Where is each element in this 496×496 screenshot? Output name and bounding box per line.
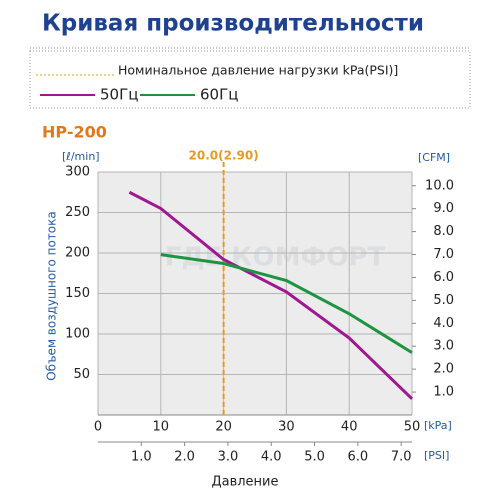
legend-label: 60Гц — [200, 86, 238, 104]
x2-tick-label: 5.0 — [304, 450, 325, 465]
y2-tick-label: 2.0 — [433, 362, 454, 377]
model-label: HP-200 — [42, 123, 107, 142]
y2-tick-label: 4.0 — [433, 316, 454, 331]
y-axis-title: Объем воздушного потока — [45, 211, 59, 381]
watermark: ГДЕ КОМФОРТ — [165, 243, 386, 273]
y2-tick-label: 1.0 — [433, 385, 454, 400]
series-line — [160, 253, 413, 354]
y-tick-label: 100 — [65, 327, 90, 342]
x-tick-label: 40 — [341, 420, 358, 435]
legend-box — [29, 50, 471, 109]
y2-tick-label: 3.0 — [433, 339, 454, 354]
y-tick-label: 300 — [65, 165, 90, 180]
x2-tick-label: 6.0 — [348, 450, 369, 465]
y-tick-label: 150 — [65, 286, 90, 301]
y2-tick-label: 5.0 — [433, 293, 454, 308]
x2-tick-label: 1.0 — [131, 450, 152, 465]
x-axis-title: Давление — [211, 475, 278, 490]
x2-unit: [PSI] — [424, 449, 449, 462]
y2-tick-label: 9.0 — [433, 201, 454, 216]
y-tick-label: 200 — [65, 246, 90, 261]
y-tick-label: 250 — [65, 205, 90, 220]
x2-tick-label: 4.0 — [261, 450, 282, 465]
x2-tick-label: 3.0 — [218, 450, 239, 465]
y2-tick-label: 7.0 — [433, 247, 454, 262]
legend-label: 50Гц — [100, 86, 138, 104]
x-tick-label: 0 — [94, 420, 102, 435]
y2-tick-label: 6.0 — [433, 270, 454, 285]
y2-unit: [CFM] — [418, 151, 450, 164]
series-line — [128, 190, 414, 400]
x-unit: [kPa] — [424, 419, 452, 432]
legend-heading: Номинальное давление нагрузки kPa(PSI)] — [118, 63, 398, 78]
x2-tick-label: 2.0 — [174, 450, 195, 465]
reference-label: 20.0(2.90) — [189, 149, 259, 163]
chart-title: Кривая производительности — [42, 11, 424, 37]
y2-tick-label: 10.0 — [425, 178, 454, 193]
x2-tick-label: 7.0 — [391, 450, 412, 465]
x-tick-label: 10 — [153, 420, 170, 435]
y-unit: [ℓ/min] — [62, 150, 100, 163]
y2-tick-label: 8.0 — [433, 224, 454, 239]
x-tick-label: 30 — [278, 420, 295, 435]
x-tick-label: 20 — [215, 420, 232, 435]
x-tick-label: 50 — [404, 420, 421, 435]
y-tick-label: 50 — [73, 367, 90, 382]
